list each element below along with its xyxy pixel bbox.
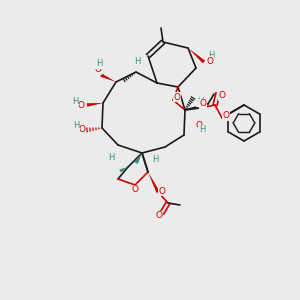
Polygon shape (148, 172, 160, 193)
Text: O: O (79, 125, 86, 134)
Text: H: H (197, 98, 203, 106)
Text: O: O (155, 212, 163, 220)
Text: O: O (223, 112, 230, 121)
Polygon shape (188, 48, 205, 63)
Polygon shape (100, 74, 116, 82)
Text: H: H (134, 58, 140, 67)
Text: O: O (200, 100, 206, 109)
Text: O: O (218, 92, 226, 100)
Text: H: H (73, 122, 79, 130)
Text: O: O (196, 121, 202, 130)
Text: H: H (72, 97, 78, 106)
Text: O: O (94, 65, 101, 74)
Text: O: O (173, 92, 181, 101)
Text: H: H (108, 154, 114, 163)
Text: O: O (77, 100, 85, 109)
Text: H: H (96, 59, 102, 68)
Text: O: O (131, 185, 139, 194)
Polygon shape (87, 103, 103, 107)
Polygon shape (134, 153, 142, 164)
Text: O: O (206, 56, 214, 65)
Text: O: O (158, 187, 166, 196)
Text: H: H (152, 155, 158, 164)
Text: H: H (199, 125, 205, 134)
Text: H: H (208, 50, 214, 59)
Polygon shape (119, 167, 128, 172)
